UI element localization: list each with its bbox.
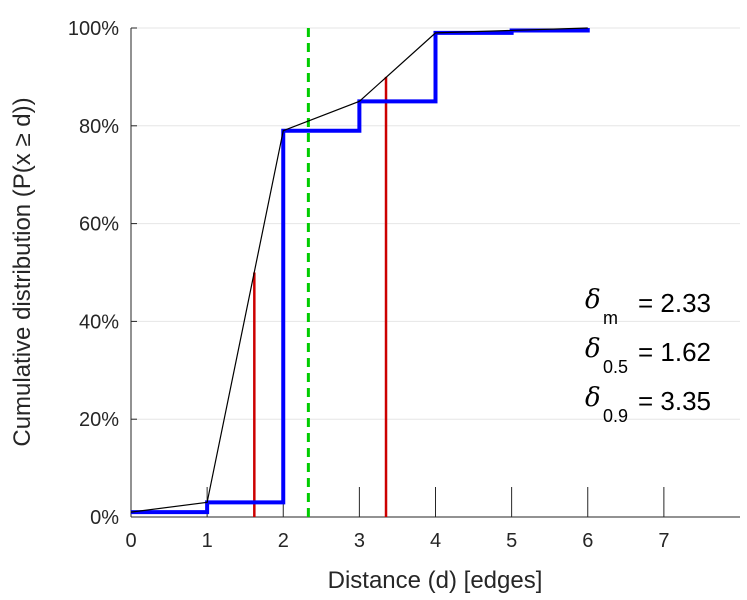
x-tick-label: 1: [202, 530, 213, 552]
y-tick-label: 80%: [79, 116, 119, 138]
x-tick-label: 6: [582, 530, 593, 552]
y-tick-label: 40%: [79, 311, 119, 333]
stat-subscript: 0.9: [603, 406, 628, 426]
stat-value: = 3.35: [638, 386, 711, 416]
y-tick-label: 100%: [68, 18, 119, 40]
x-tick-label: 3: [354, 530, 365, 552]
y-ticks: 0% 20% 40% 60% 80% 100%: [68, 18, 137, 529]
stat-value: = 2.33: [638, 288, 711, 318]
stat-symbol: δ: [585, 285, 601, 315]
stat-value: = 1.62: [638, 337, 711, 367]
y-tick-label: 0%: [90, 507, 119, 529]
x-tick-label: 0: [125, 530, 136, 552]
x-tick-label: 5: [506, 530, 517, 552]
x-tick-label: 7: [658, 530, 669, 552]
marks: [130, 27, 590, 517]
y-axis-label: Cumulative distribution (P(x ≥ d)): [9, 97, 36, 446]
stat-symbol: δ: [585, 334, 601, 364]
y-tick-label: 60%: [79, 214, 119, 236]
stat-subscript: 0.5: [603, 357, 628, 377]
x-tick-label: 4: [430, 530, 441, 552]
interpolated-series-line: [130, 27, 588, 513]
x-axis-label: Distance (d) [edges]: [328, 567, 543, 594]
y-tick-label: 20%: [79, 409, 119, 431]
stat-symbol: δ: [585, 383, 601, 413]
stat-subscript: m: [603, 308, 618, 328]
x-ticks: 0 1 2 3 4 5 6 7: [125, 487, 669, 552]
x-tick-label: 2: [278, 530, 289, 552]
